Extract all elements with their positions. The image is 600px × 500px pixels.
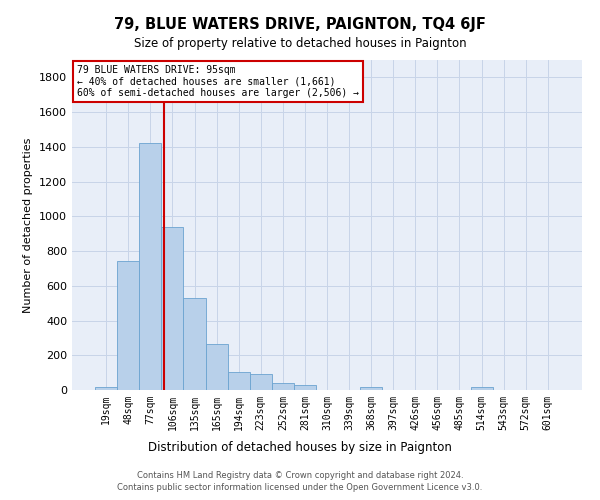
Bar bbox=[250, 374, 272, 390]
Bar bbox=[139, 142, 161, 390]
Text: Contains public sector information licensed under the Open Government Licence v3: Contains public sector information licen… bbox=[118, 484, 482, 492]
Bar bbox=[206, 344, 227, 390]
Text: 79 BLUE WATERS DRIVE: 95sqm
← 40% of detached houses are smaller (1,661)
60% of : 79 BLUE WATERS DRIVE: 95sqm ← 40% of det… bbox=[77, 65, 359, 98]
Text: 79, BLUE WATERS DRIVE, PAIGNTON, TQ4 6JF: 79, BLUE WATERS DRIVE, PAIGNTON, TQ4 6JF bbox=[114, 18, 486, 32]
Bar bbox=[294, 385, 316, 390]
Bar bbox=[161, 226, 184, 390]
Text: Size of property relative to detached houses in Paignton: Size of property relative to detached ho… bbox=[134, 38, 466, 51]
Bar bbox=[360, 388, 382, 390]
Bar bbox=[95, 386, 117, 390]
Bar bbox=[272, 384, 294, 390]
Bar bbox=[470, 388, 493, 390]
Y-axis label: Number of detached properties: Number of detached properties bbox=[23, 138, 34, 312]
Text: Distribution of detached houses by size in Paignton: Distribution of detached houses by size … bbox=[148, 441, 452, 454]
Bar bbox=[227, 372, 250, 390]
Bar bbox=[117, 260, 139, 390]
Text: Contains HM Land Registry data © Crown copyright and database right 2024.: Contains HM Land Registry data © Crown c… bbox=[137, 471, 463, 480]
Bar bbox=[184, 298, 206, 390]
